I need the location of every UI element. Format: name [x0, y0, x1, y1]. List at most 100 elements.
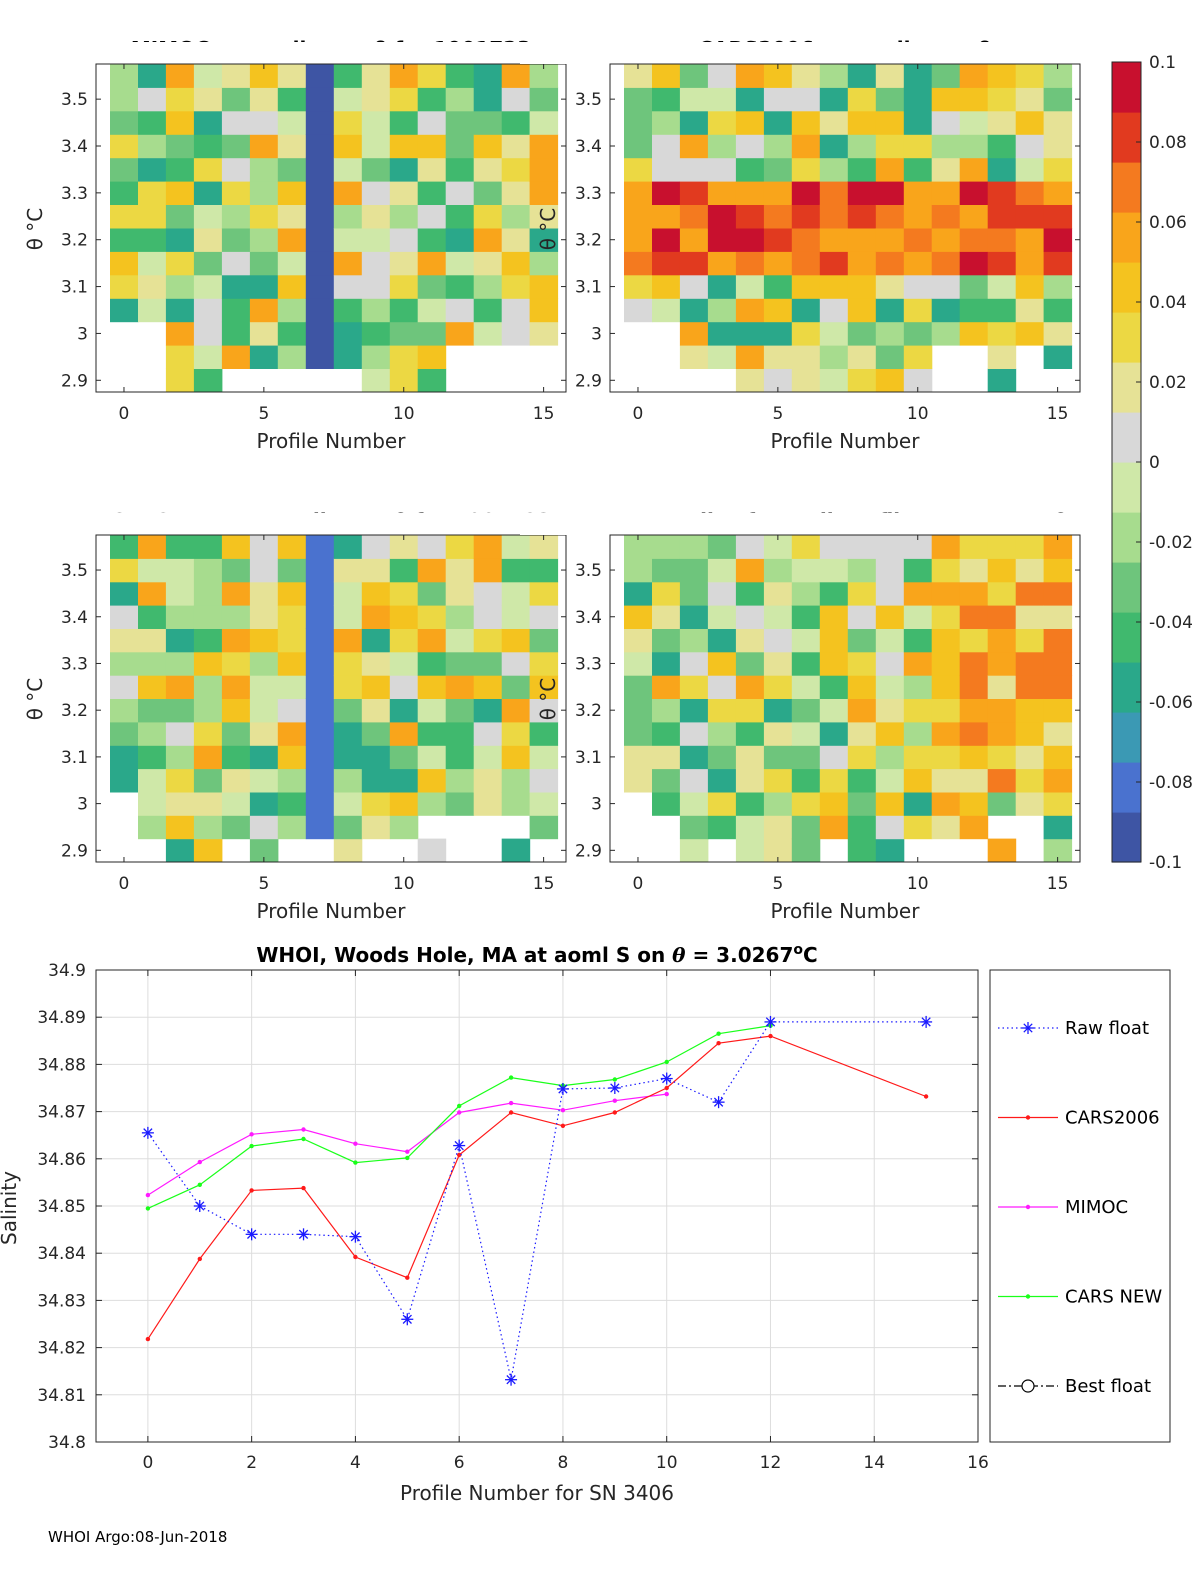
heatmap-cell [529, 721, 559, 746]
heatmap-cell [305, 345, 335, 369]
heatmap-cell [165, 204, 195, 229]
heatmap-cell [987, 558, 1017, 583]
heatmap-cell [501, 321, 531, 346]
heatmap-cells [520, 42, 1110, 393]
heatmap-cell [679, 838, 709, 863]
heatmap-cell [903, 768, 933, 793]
heatmap-cell [987, 298, 1017, 323]
heatmap-cell [473, 698, 503, 723]
heatmap-cell [221, 204, 251, 229]
heatmap-cell [110, 581, 139, 606]
heatmap-cell [473, 274, 503, 299]
heatmap-cell [445, 110, 475, 135]
heatmap-cell [624, 110, 653, 135]
heatmap-cell [110, 721, 139, 746]
heatmap-cell [763, 274, 793, 299]
heatmap-cell [931, 581, 961, 606]
heatmap-cell [249, 791, 279, 816]
heatmap-cell [473, 558, 503, 583]
heatmap-cell [165, 345, 195, 369]
heatmap-cell [624, 251, 653, 276]
heatmap-cell [445, 558, 475, 583]
heatmap-cell [221, 110, 251, 135]
heatmap-cell [735, 368, 765, 393]
data-point [197, 1182, 202, 1188]
heatmap-cell [624, 581, 653, 606]
heatmap-cell [333, 558, 363, 583]
heatmap-cell [679, 745, 709, 770]
heatmap-cell [221, 535, 251, 559]
heatmap-cell [847, 321, 877, 346]
heatmap-cell [473, 651, 503, 676]
heatmap-cell [389, 721, 419, 746]
heatmap-cell [875, 768, 905, 793]
heatmap-cell [987, 768, 1017, 793]
heatmap-cell [361, 134, 391, 159]
heatmap-cell [501, 228, 531, 252]
colorbar-swatch [1112, 512, 1141, 563]
heatmap-cell [333, 228, 363, 252]
heatmap-cell [679, 675, 709, 699]
heatmap-cell [221, 558, 251, 583]
heatmap-cell [249, 651, 279, 676]
heatmap-cell [333, 181, 363, 205]
grid [96, 969, 979, 1443]
x-tick-label: 0 [633, 874, 644, 894]
heatmap-cell [875, 675, 905, 699]
heatmap-cell [959, 298, 989, 323]
heatmap-cell [417, 134, 447, 159]
heatmap-cell [903, 274, 933, 299]
heatmap-cell [389, 791, 419, 816]
heatmap-cell [679, 651, 709, 676]
heatmap-cell [847, 134, 877, 159]
legend-item: Raw float [998, 1018, 1149, 1039]
heatmap-cell [791, 605, 821, 629]
line-chart-ylabel: Salinity [0, 1171, 21, 1245]
x-tick-label: 14 [863, 1453, 885, 1473]
heatmap-cell [791, 581, 821, 606]
heatmap-cell [473, 204, 503, 229]
colorbar-swatch [1112, 262, 1141, 313]
heatmap-cell [473, 110, 503, 135]
heatmap-cell [735, 87, 765, 112]
heatmap-cell [819, 345, 849, 369]
heatmap-cell [1043, 157, 1073, 182]
x-tick-label: 16 [967, 1453, 989, 1473]
heatmap-cell [445, 251, 475, 276]
heatmap-cell [138, 581, 167, 606]
heatmap-cell [417, 321, 447, 346]
legend-label: CARS2006 [1065, 1108, 1160, 1129]
heatmap-cell [847, 251, 877, 276]
heatmap-cell [931, 745, 961, 770]
heatmap-cell [193, 181, 223, 205]
heatmap-cell [389, 768, 419, 793]
heatmap-cell [361, 698, 391, 723]
heatmap-cell [875, 298, 905, 323]
heatmap-cell [473, 321, 503, 346]
heatmap-cell [875, 134, 905, 159]
heatmap-cell [679, 558, 709, 583]
heatmap-cell [987, 368, 1017, 393]
heatmap-cell [165, 675, 195, 699]
heatmap-cell [110, 181, 139, 205]
heatmap-cell [138, 675, 167, 699]
data-point [353, 1141, 358, 1146]
heatmap-cell [529, 698, 559, 723]
raw-float-marker [349, 1230, 362, 1243]
heatmap-axes: 0 5 10 15 2.9 3 3.1 3.2 3.3 3.4 3.5 [61, 63, 567, 424]
heatmap-cell [305, 274, 335, 299]
heatmap-cell [277, 628, 307, 653]
heatmap-cell [875, 368, 905, 393]
heatmap-cell [1015, 251, 1045, 276]
y-tick-label: 3.3 [575, 184, 602, 204]
colorbar-swatch [1112, 62, 1141, 113]
heatmap-cell [361, 157, 391, 182]
heatmap-cell [875, 181, 905, 205]
heatmap-cell [763, 228, 793, 252]
heatmap-cell [875, 605, 905, 629]
heatmap-cell [847, 228, 877, 252]
heatmap-cell [1015, 87, 1045, 112]
heatmap-cell [707, 721, 737, 746]
heatmap-cell [735, 651, 765, 676]
heatmap-cell [847, 345, 877, 369]
